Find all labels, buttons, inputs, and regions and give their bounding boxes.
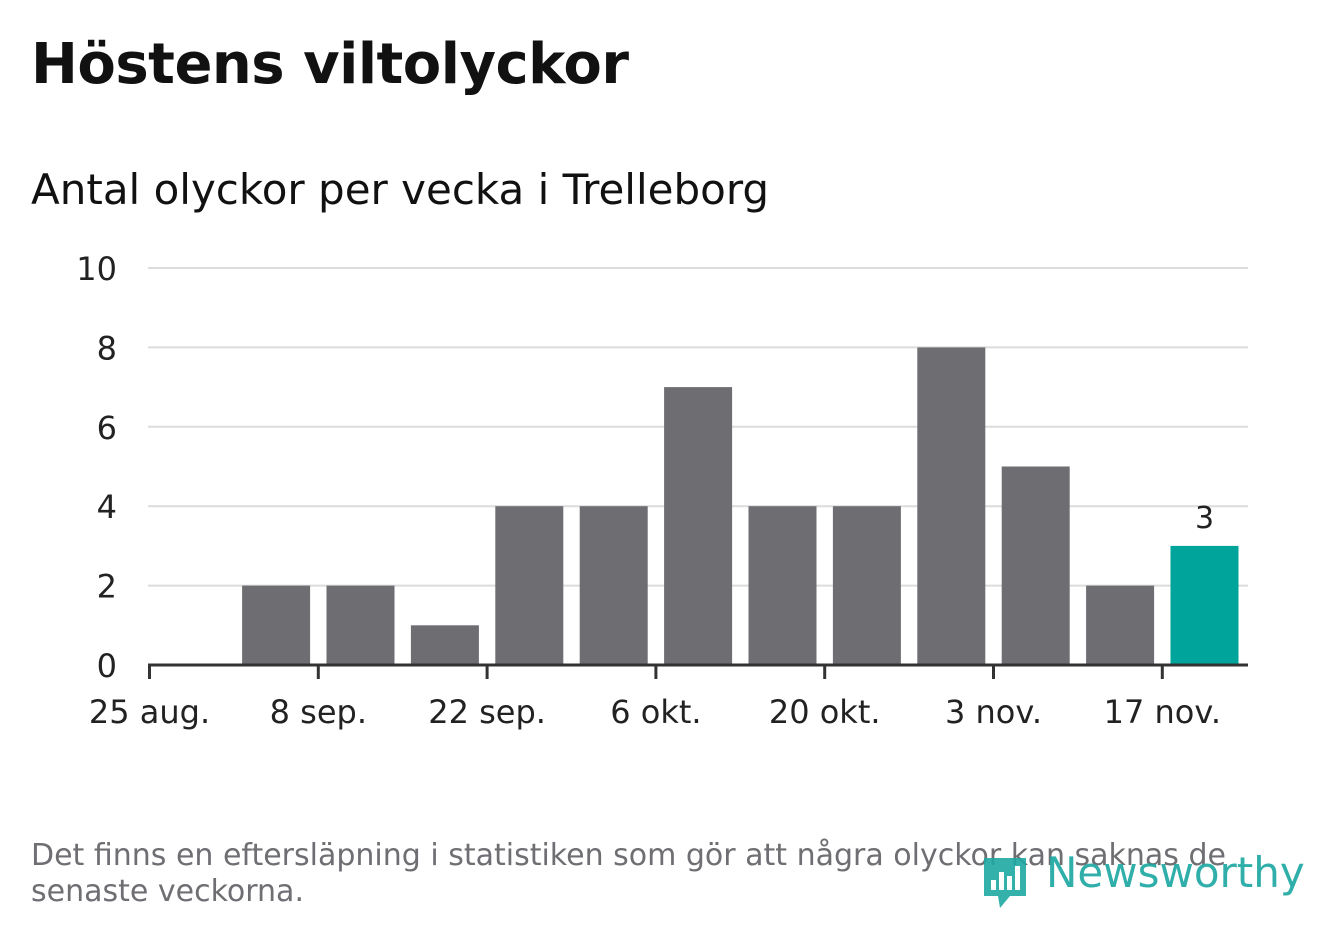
y-tick-label: 8 <box>97 329 117 367</box>
chart-title: Höstens viltolyckor <box>31 32 629 97</box>
newsworthy-logo-icon <box>984 858 1026 908</box>
x-tick-label: 22 sep. <box>428 693 546 731</box>
newsworthy-logo-text: Newsworthy <box>1046 848 1305 897</box>
y-tick-label: 4 <box>97 488 117 526</box>
bar <box>410 625 479 665</box>
y-tick-label: 10 <box>76 250 117 288</box>
y-tick-label: 6 <box>97 409 117 447</box>
bar <box>1170 545 1239 665</box>
bar <box>664 387 733 665</box>
bar <box>1086 585 1155 665</box>
bar <box>579 506 648 665</box>
bar <box>748 506 817 665</box>
x-tick-label: 8 sep. <box>270 693 367 731</box>
y-tick-label: 2 <box>97 568 117 606</box>
bar <box>242 585 311 665</box>
x-tick-label: 3 nov. <box>945 693 1042 731</box>
x-tick-label: 6 okt. <box>610 693 701 731</box>
footnote: Det finns en eftersläpning i statistiken… <box>31 838 1226 909</box>
bar <box>326 585 395 665</box>
chart-subtitle: Antal olyckor per vecka i Trelleborg <box>31 165 770 214</box>
bar <box>495 506 564 665</box>
newsworthy-logo: Newsworthy <box>980 848 1305 912</box>
bar <box>917 347 986 665</box>
bar-chart: 0 2 4 6 8 10 3 25 aug. 8 sep. 22 sep. 6 okt. 20 okt… <box>76 250 1248 731</box>
y-tick-label: 0 <box>97 647 117 685</box>
data-label: 3 <box>1195 501 1214 536</box>
x-tick-label: 20 okt. <box>769 693 881 731</box>
x-tick-label: 25 aug. <box>89 693 210 731</box>
x-tick-label: 17 nov. <box>1104 693 1221 731</box>
bar <box>832 506 901 665</box>
bar <box>1001 466 1070 665</box>
